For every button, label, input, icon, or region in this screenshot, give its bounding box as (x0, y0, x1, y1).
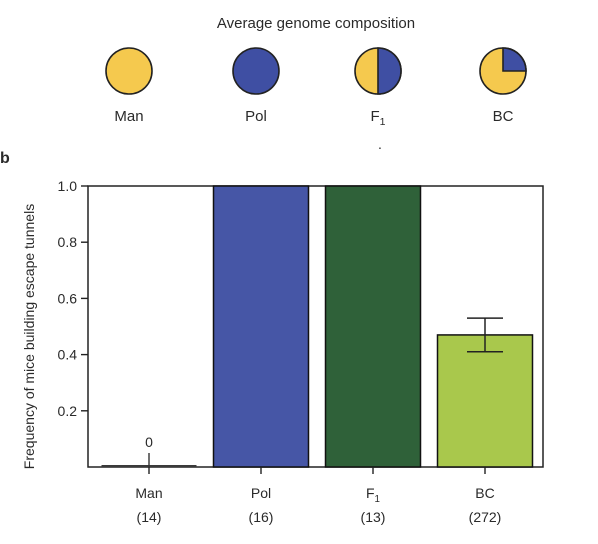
bar-group-bc: BC (272) (436, 317, 534, 525)
x-tick-label-bc: BC (475, 485, 494, 501)
sample-size-label: (16) (249, 509, 274, 525)
x-tick-label-f-text: F (366, 485, 375, 501)
genome-label-bc-text: BC (493, 108, 514, 125)
genome-pol-sector (502, 47, 527, 72)
sample-size-label: (13) (361, 509, 386, 525)
bar-group-pol: Pol (16) (212, 185, 310, 525)
y-axis-label: Frequency of mice building escape tunnel… (21, 204, 37, 469)
y-tick-label: 0.6 (58, 290, 78, 306)
x-tick-label-bc-text: BC (475, 485, 494, 501)
dot-mark: . (378, 136, 382, 152)
x-tick-label-pol: Pol (251, 485, 271, 501)
y-tick-label: 1.0 (58, 178, 78, 194)
genome-circle-pol: Pol (232, 47, 280, 125)
sample-size-label: (272) (469, 509, 502, 525)
genome-circle-base (232, 47, 280, 95)
panel-b-label: b (0, 150, 10, 167)
y-tick-label: 0.2 (58, 403, 78, 419)
sample-size-label: (14) (137, 509, 162, 525)
bar-value-label: 0 (145, 434, 153, 450)
genome-circle-f: F1 (354, 47, 402, 128)
x-tick-label-f-subscript: 1 (375, 494, 380, 505)
genome-circle-man: Man (105, 47, 153, 125)
genome-label-bc: BC (493, 108, 514, 125)
genome-label-pol: Pol (245, 108, 267, 125)
bar-group-f: F1 (13) (324, 185, 422, 525)
bar-pol (212, 185, 310, 468)
x-tick-label-man: Man (135, 485, 162, 501)
bar-group-man: 0 Man (14) (101, 434, 197, 525)
genome-label-f-text: F (370, 108, 379, 125)
y-tick-label: 0.4 (58, 347, 78, 363)
x-tick-label-pol-text: Pol (251, 485, 271, 501)
genome-label-pol-text: Pol (245, 108, 267, 125)
x-tick-label-man-text: Man (135, 485, 162, 501)
genome-circle-base (105, 47, 153, 95)
genome-composition: Man Pol F1 BC (105, 47, 527, 128)
plot-frame (87, 185, 544, 468)
genome-circle-bc: BC (479, 47, 527, 125)
bar-chart: 0.2 0.4 0.6 0.8 1.0 Frequency of mice buildin… (21, 178, 544, 525)
y-tick-label: 0.8 (58, 234, 78, 250)
genome-label-man: Man (114, 108, 143, 125)
genome-label-man-text: Man (114, 108, 143, 125)
genome-title: Average genome composition (217, 15, 415, 32)
bar-bc (436, 334, 534, 468)
bar-f (324, 185, 422, 468)
genome-pol-sector (377, 47, 402, 95)
genome-label-f: F1 (370, 108, 385, 128)
genome-label-f-subscript: 1 (380, 116, 386, 128)
x-tick-label-f: F1 (366, 485, 380, 505)
